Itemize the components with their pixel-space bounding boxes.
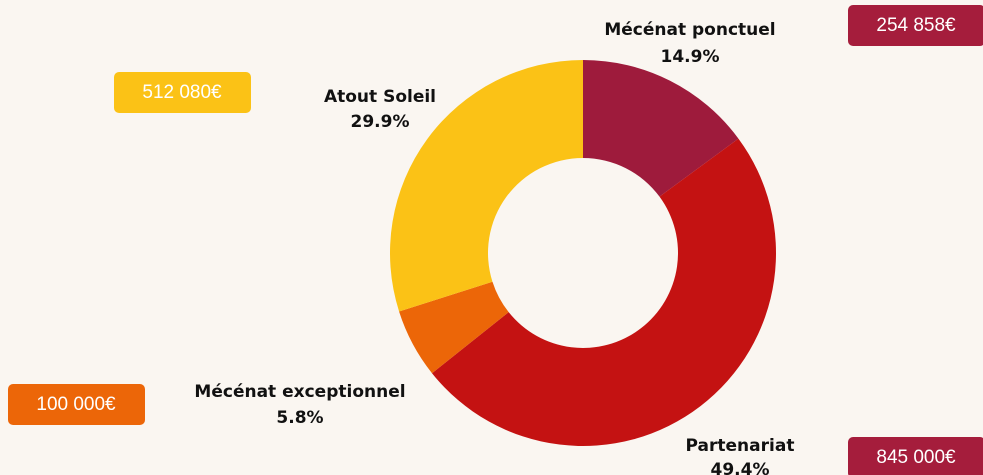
- slice-label: Mécénat exceptionnel: [194, 382, 405, 402]
- slice-percent: 5.8%: [276, 408, 323, 428]
- donut-slice: [399, 281, 509, 374]
- amount-label: 254 858€: [876, 15, 956, 36]
- slice-label: Atout Soleil: [324, 87, 436, 107]
- amount-label: 845 000€: [876, 447, 956, 468]
- amount-label: 512 080€: [142, 82, 222, 103]
- amount-box: [8, 384, 145, 425]
- slice-label: Mécénat ponctuel: [604, 20, 775, 40]
- amount-label: 100 000€: [36, 394, 116, 415]
- slice-percent: 14.9%: [661, 47, 720, 67]
- amount-box: [114, 72, 251, 113]
- donut-slice: [583, 60, 739, 197]
- donut-slice: [431, 138, 777, 447]
- slice-label: Partenariat: [686, 436, 795, 456]
- slice-percent: 29.9%: [351, 112, 410, 132]
- amount-box: [848, 437, 983, 475]
- amount-box: [848, 5, 983, 46]
- slice-percent: 49.4%: [711, 460, 770, 475]
- donut-slice: [389, 60, 583, 312]
